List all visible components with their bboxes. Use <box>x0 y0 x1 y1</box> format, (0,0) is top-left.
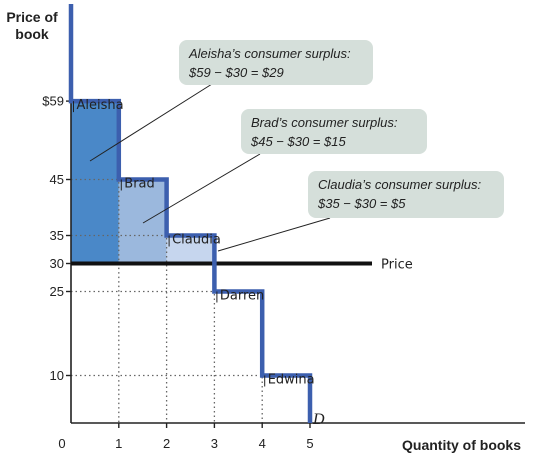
y-tick-label: $59 <box>42 94 64 109</box>
x-tick-label: 1 <box>115 436 122 451</box>
surplus-area-claudia <box>166 235 215 264</box>
consumer-label-aleisha: Aleisha <box>77 98 124 113</box>
callout-text: $35 − $30 = $5 <box>317 196 406 211</box>
y-tick-label: 45 <box>50 172 64 187</box>
callouts: Aleisha’s consumer surplus: $59 − $30 = $… <box>89 40 504 252</box>
demand-curve-group: D Aleisha Brad Claudia Darren Edwina <box>68 4 325 428</box>
y-axis-label-line: book <box>15 26 49 42</box>
consumer-label-edwina: Edwina <box>268 373 315 388</box>
demand-label: D <box>312 411 325 428</box>
callout-text: Claudia’s consumer surplus: <box>318 177 481 192</box>
x-tick-label: 3 <box>211 436 218 451</box>
y-axis-label-line: Price of <box>6 9 58 25</box>
callout-text: $45 − $30 = $15 <box>250 134 346 149</box>
callout-leader <box>89 83 213 162</box>
y-tick-label: 10 <box>50 368 64 383</box>
callout-text: $59 − $30 = $29 <box>188 65 284 80</box>
consumer-label-darren: Darren <box>220 289 264 304</box>
consumer-label-claudia: Claudia <box>172 233 221 248</box>
callout-text: Aleisha’s consumer surplus: <box>188 46 351 61</box>
x-tick-label: 0 <box>58 436 65 451</box>
price-line-group: Price <box>71 258 413 273</box>
consumer-label-brad: Brad <box>124 177 154 192</box>
x-tick-label: 2 <box>163 436 170 451</box>
callout-leader <box>142 153 261 224</box>
callout-box-aleisha <box>179 40 373 85</box>
price-label: Price <box>381 258 413 273</box>
surplus-area-aleisha <box>71 101 119 264</box>
y-tick-label: 25 <box>50 284 64 299</box>
callout-box-claudia <box>308 171 504 218</box>
y-axis-label: Price of book <box>6 9 58 42</box>
demand-curve <box>68 4 313 423</box>
surplus-areas <box>71 101 215 264</box>
x-tick-label: 4 <box>259 436 266 451</box>
x-axis-label: Quantity of books <box>402 437 521 453</box>
callout-leader <box>217 217 331 252</box>
callout-box-brad <box>241 109 427 154</box>
y-tick-label: 35 <box>50 228 64 243</box>
surplus-area-brad <box>118 179 167 264</box>
y-tick-label: 30 <box>50 256 64 271</box>
x-tick-label: 5 <box>306 436 313 451</box>
callout-text: Brad’s consumer surplus: <box>251 115 398 130</box>
